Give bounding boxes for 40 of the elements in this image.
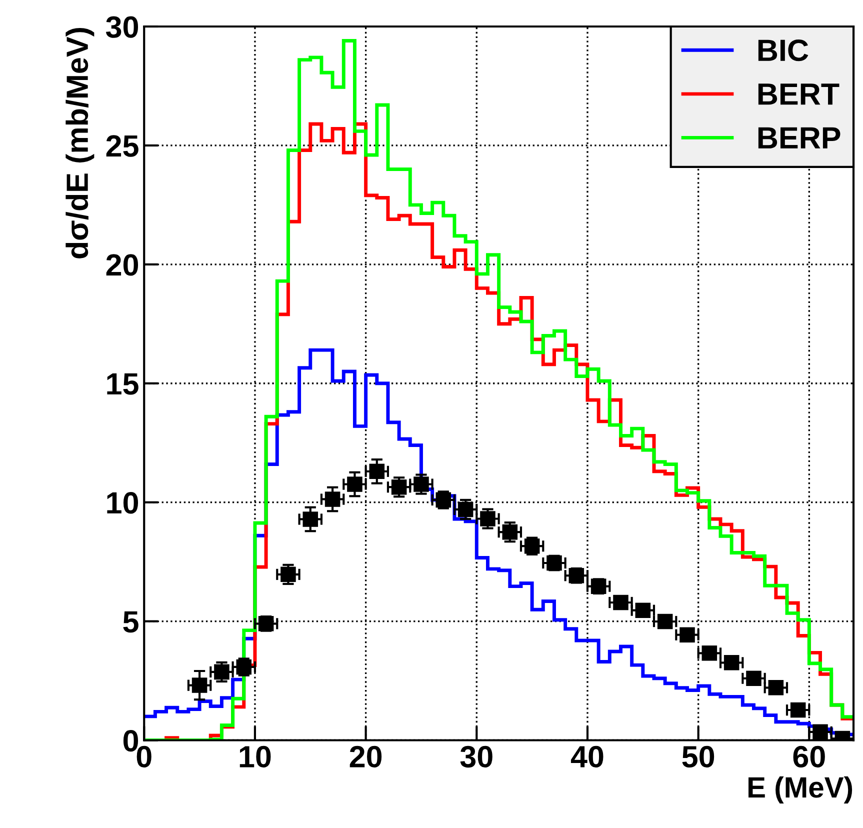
x-axis-title: E (MeV) [748,776,852,804]
point [414,476,429,492]
y-tick-label: 15 [107,373,138,395]
x-tick-label: 20 [350,746,382,768]
x-tick-label: 60 [793,746,825,768]
point [635,602,651,618]
y-tick-label: 5 [123,611,138,633]
point [790,702,806,718]
point [347,476,362,492]
y-tick-label: 10 [107,492,138,514]
legend-label: BERP [758,127,840,148]
x-tick-label: 10 [240,746,271,768]
legend-label: BERT [758,84,840,105]
point [746,670,762,686]
y-tick-label: 0 [123,730,138,752]
y-tick-label: 30 [106,16,138,38]
x-tick-label: 40 [570,746,604,768]
y-axis-title: dσ/dE (mb/MeV) [66,28,94,258]
point [280,566,296,582]
point [480,511,496,526]
legend-label: BIC [758,40,808,62]
point [324,492,340,507]
x-tick-label: 30 [460,746,492,768]
point [613,594,628,610]
point [702,646,718,661]
point [812,724,828,740]
point [214,664,230,680]
point [458,502,474,518]
y-tick-label: 20 [106,254,138,276]
point [302,512,318,527]
point [502,524,518,540]
x-tick-label: 50 [682,746,714,768]
y-tick-label: 25 [106,135,138,157]
point [192,678,208,693]
point [768,680,784,696]
point [369,464,385,480]
point [657,614,673,630]
point [680,627,695,642]
point [724,655,740,670]
point [391,479,407,495]
